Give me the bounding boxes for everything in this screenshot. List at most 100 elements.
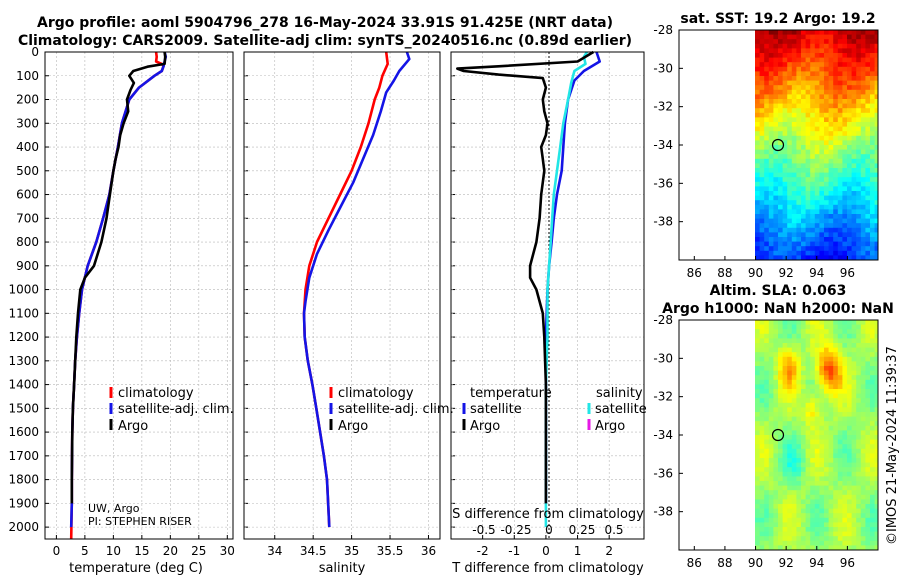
map-cell (759, 85, 765, 91)
map-cell (847, 425, 852, 431)
map-cell (870, 209, 875, 215)
map-cell (768, 227, 774, 233)
map-cell (874, 108, 878, 114)
map-cell (819, 375, 825, 381)
map-cell (805, 218, 811, 224)
temperature-axes-frame (44, 51, 234, 540)
map-cell (874, 112, 878, 118)
map-cell (796, 149, 802, 155)
map-cell (860, 545, 866, 550)
map-cell (810, 191, 816, 196)
map-cell (782, 430, 788, 436)
map-cell (768, 241, 774, 247)
map-cell (837, 320, 843, 325)
map-cell (814, 444, 820, 450)
map-cell (824, 375, 829, 381)
map-cell (874, 513, 878, 519)
map-cell (847, 389, 852, 394)
map-cell (773, 545, 779, 550)
map-cell (814, 471, 820, 477)
map-cell (773, 435, 779, 440)
map-cell (814, 370, 820, 376)
map-cell (837, 467, 843, 473)
map-lon-label: 92 (779, 266, 794, 280)
map-cell (847, 140, 852, 146)
map-cell (801, 522, 806, 528)
map-cell (824, 71, 829, 77)
map-cell (796, 540, 802, 546)
map-cell (860, 352, 866, 358)
map-cell (759, 122, 765, 127)
map-cell (842, 320, 848, 325)
map-cell (856, 366, 862, 371)
map-cell (874, 195, 878, 201)
sla-heatmap (755, 320, 878, 550)
map-cell (837, 34, 843, 40)
map-cell (860, 158, 866, 164)
map-cell (764, 255, 770, 260)
map-cell (874, 540, 878, 546)
map-cell (801, 531, 806, 537)
map-cell (810, 131, 816, 137)
map-cell (814, 200, 820, 206)
map-cell (847, 366, 852, 371)
map-cell (828, 347, 834, 353)
map-cell (755, 384, 760, 390)
map-cell (787, 402, 793, 408)
map-cell (796, 343, 802, 348)
map-cell (782, 71, 788, 77)
map-cell (773, 145, 779, 150)
map-cell (819, 389, 825, 394)
map-cell (768, 204, 774, 210)
map-cell (842, 200, 848, 206)
map-cell (791, 177, 797, 183)
map-cell (865, 352, 871, 358)
map-cell (856, 329, 862, 335)
map-cell (870, 389, 875, 394)
map-cell (791, 494, 797, 500)
map-cell (824, 540, 829, 546)
map-cell (833, 145, 839, 150)
map-cell (759, 57, 765, 63)
map-cell (805, 177, 811, 183)
x2-tick-label: -0.5 (472, 523, 495, 537)
x-tick-label: 25 (191, 544, 206, 558)
map-cell (791, 168, 797, 173)
map-cell (764, 89, 770, 95)
map-cell (801, 71, 806, 77)
map-cell (759, 384, 765, 390)
map-cell (796, 513, 802, 519)
map-cell (764, 540, 770, 546)
map-cell (787, 545, 793, 550)
map-cell (787, 361, 793, 367)
map-cell (814, 361, 820, 367)
map-cell (778, 218, 783, 224)
map-cell (764, 416, 770, 422)
map-cell (778, 149, 783, 155)
map-cell (865, 329, 871, 335)
map-cell (755, 186, 760, 192)
map-cell (828, 324, 834, 330)
map-cell (870, 108, 875, 114)
map-cell (856, 117, 862, 123)
x-tick-label: 0 (53, 544, 61, 558)
map-cell (814, 57, 820, 63)
map-cell (837, 398, 843, 404)
map-cell (778, 343, 783, 348)
map-cell (778, 513, 783, 519)
map-cell (870, 517, 875, 523)
map-cell (796, 421, 802, 427)
map-cell (805, 53, 811, 58)
map-cell (764, 435, 770, 440)
map-cell (791, 85, 797, 91)
map-cell (796, 347, 802, 353)
map-cell (782, 39, 788, 45)
map-cell (824, 145, 829, 150)
map-lon-label: 86 (687, 556, 702, 570)
map-cell (796, 467, 802, 473)
map-cell (851, 421, 857, 427)
map-cell (874, 209, 878, 215)
map-cell (810, 412, 816, 417)
map-cell (801, 490, 806, 496)
map-cell (805, 536, 811, 542)
